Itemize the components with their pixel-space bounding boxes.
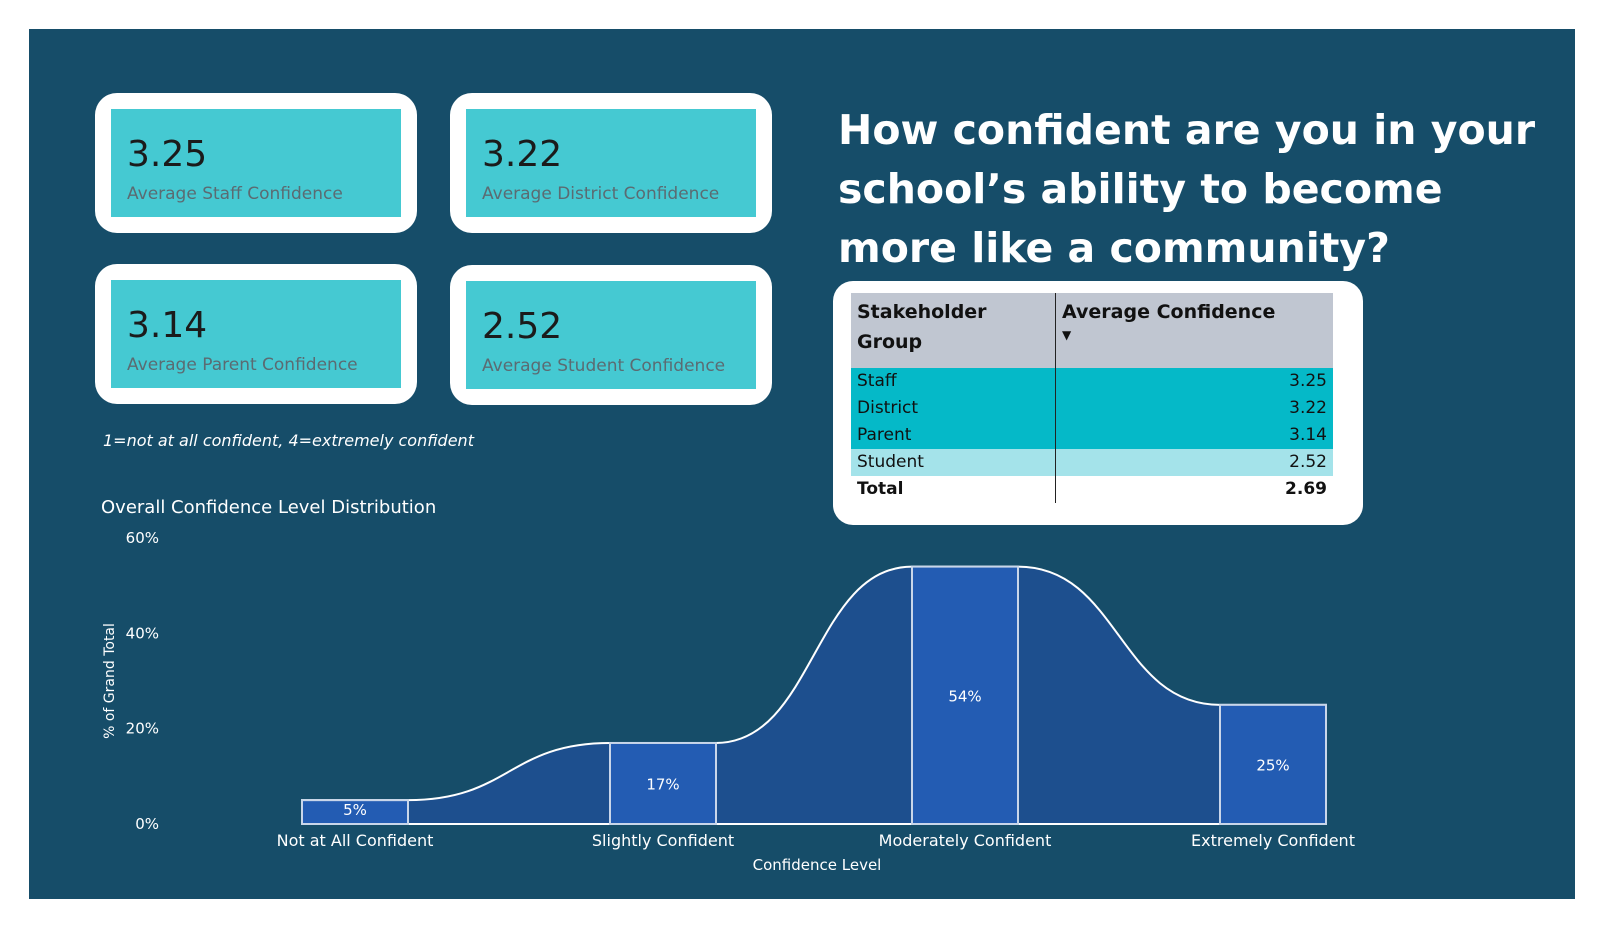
header-stakeholder-group[interactable]: Stakeholder Group bbox=[851, 293, 1056, 368]
distribution-area bbox=[301, 565, 1327, 825]
district-confidence-value: 3.22 bbox=[482, 134, 563, 175]
bar-2 bbox=[911, 565, 1019, 825]
header-average-confidence[interactable]: Average Confidence ▼ bbox=[1055, 293, 1333, 368]
row-value: 3.14 bbox=[1055, 422, 1333, 449]
row-group: Student bbox=[851, 449, 1056, 476]
student-confidence-card[interactable]: 2.52 Average Student Confidence bbox=[450, 265, 772, 405]
staff-confidence-label: Average Staff Confidence bbox=[127, 184, 343, 204]
chart-title: Overall Confidence Level Distribution bbox=[101, 497, 437, 518]
total-label: Total bbox=[851, 476, 1056, 503]
row-value: 3.25 bbox=[1055, 368, 1333, 395]
parent-confidence-card[interactable]: 3.14 Average Parent Confidence bbox=[95, 264, 417, 404]
x-tick-label-0: Not at All Confident bbox=[277, 831, 434, 850]
dashboard-background: 3.25 Average Staff Confidence 3.22 Avera… bbox=[29, 29, 1575, 899]
distribution-chart: 5% 17% 54% 25% 0% 20% 40% 60% Not at All Confide… bbox=[102, 529, 1355, 874]
data-label-1: 17% bbox=[646, 775, 679, 793]
y-tick-label: 40% bbox=[126, 624, 159, 642]
data-label-3: 25% bbox=[1256, 756, 1289, 774]
question-heading: How confident are you in your school’s a… bbox=[838, 106, 1536, 272]
district-confidence-label: Average District Confidence bbox=[482, 184, 720, 204]
summary-table: Stakeholder Group Average Confidence ▼ S… bbox=[851, 293, 1333, 503]
x-axis-title: Confidence Level bbox=[753, 856, 882, 874]
row-group: District bbox=[851, 395, 1056, 422]
total-value: 2.69 bbox=[1055, 476, 1333, 503]
y-tick-label: 0% bbox=[135, 815, 159, 833]
bar-3 bbox=[1219, 703, 1327, 825]
row-value: 2.52 bbox=[1055, 449, 1333, 476]
x-tick-label-1: Slightly Confident bbox=[592, 831, 734, 850]
y-tick-label: 60% bbox=[126, 529, 159, 547]
staff-confidence-value: 3.25 bbox=[127, 134, 208, 175]
data-label-0: 5% bbox=[343, 801, 367, 819]
parent-confidence-label: Average Parent Confidence bbox=[127, 355, 358, 375]
bar-0 bbox=[301, 799, 409, 826]
data-label-2: 54% bbox=[948, 687, 981, 705]
y-axis-title: % of Grand Total bbox=[102, 623, 118, 739]
staff-confidence-card[interactable]: 3.25 Average Staff Confidence bbox=[95, 93, 417, 233]
district-confidence-card[interactable]: 3.22 Average District Confidence bbox=[450, 93, 772, 233]
x-tick-label-3: Extremely Confident bbox=[1191, 831, 1355, 850]
scale-note: 1=not at all confident, 4=extremely conf… bbox=[103, 431, 474, 450]
table-row[interactable]: Staff 3.25 bbox=[851, 368, 1333, 395]
table-row[interactable]: Student 2.52 bbox=[851, 449, 1333, 476]
student-confidence-label: Average Student Confidence bbox=[482, 356, 726, 376]
row-value: 3.22 bbox=[1055, 395, 1333, 422]
total-row: Total 2.69 bbox=[851, 476, 1333, 503]
row-group: Staff bbox=[851, 368, 1056, 395]
sort-descending-icon[interactable]: ▼ bbox=[1062, 328, 1072, 342]
table-row[interactable]: District 3.22 bbox=[851, 395, 1333, 422]
y-tick-label: 20% bbox=[126, 720, 159, 738]
table-row[interactable]: Parent 3.14 bbox=[851, 422, 1333, 449]
row-group: Parent bbox=[851, 422, 1056, 449]
x-tick-label-2: Moderately Confident bbox=[879, 831, 1052, 850]
bar-1 bbox=[609, 741, 717, 826]
parent-confidence-value: 3.14 bbox=[127, 305, 208, 346]
student-confidence-value: 2.52 bbox=[482, 306, 563, 347]
summary-table-card: Stakeholder Group Average Confidence ▼ S… bbox=[833, 281, 1363, 525]
